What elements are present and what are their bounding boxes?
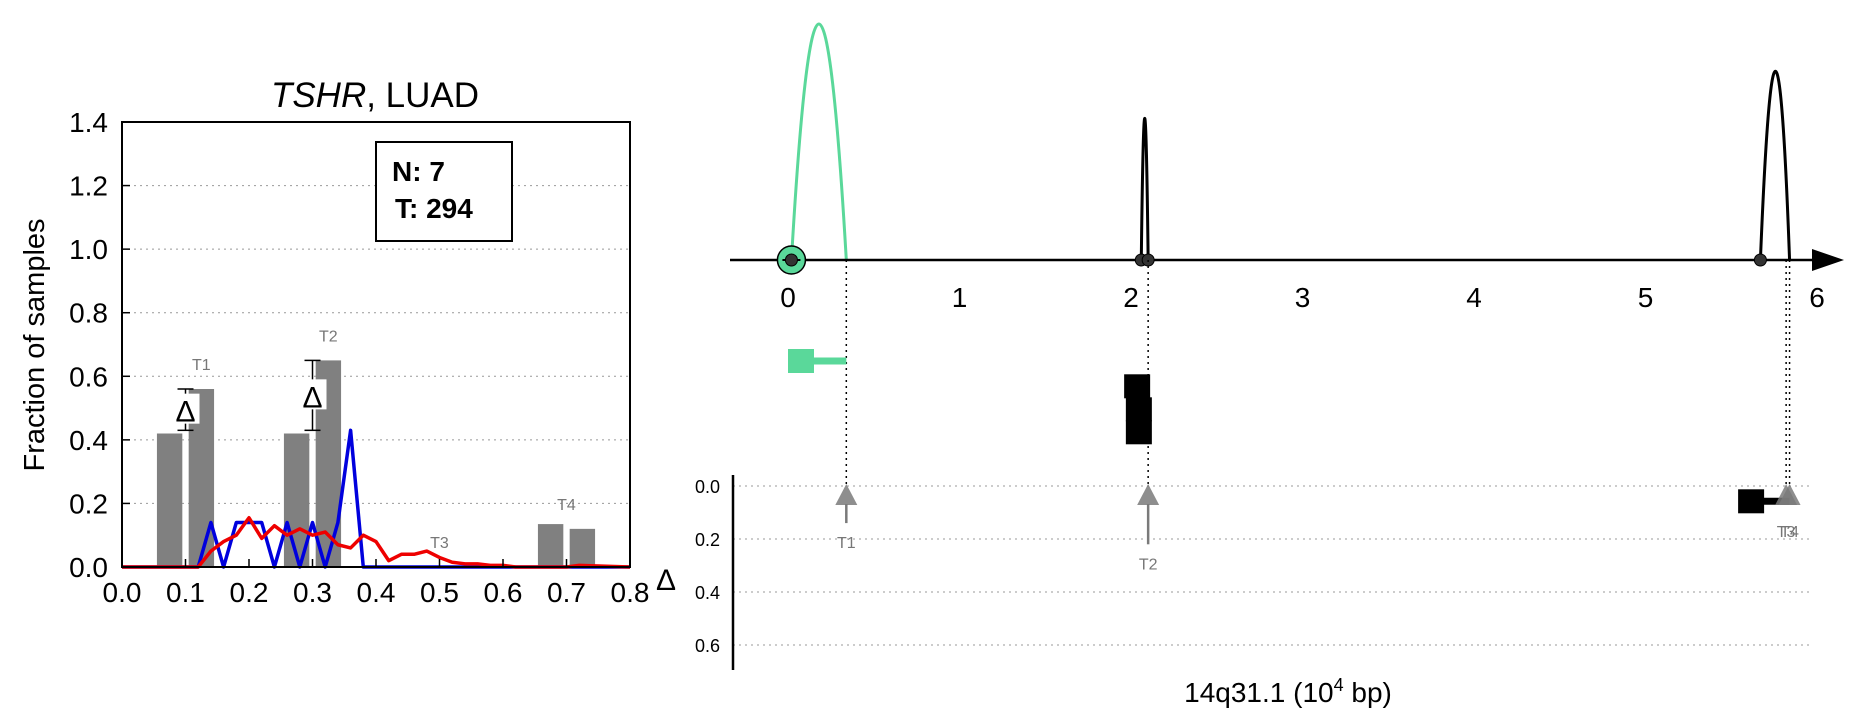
sample-count-frame xyxy=(375,141,513,242)
anchor-dot xyxy=(1753,253,1767,267)
y-tick-label: 1.2 xyxy=(69,171,108,202)
peak-guide-lines xyxy=(845,260,1791,486)
delta-tick-label: 0.0 xyxy=(695,477,720,497)
peak-label: T4 xyxy=(557,497,576,514)
y-tick-label: 0.2 xyxy=(69,488,108,519)
x-tick-label: 0.6 xyxy=(484,577,523,608)
x-tick-label: 0.0 xyxy=(103,577,142,608)
y-tick-label: 0.0 xyxy=(69,552,108,583)
y-tick-label: 0.6 xyxy=(69,361,108,392)
tumor-count: T: 294 xyxy=(395,193,473,224)
genomic-tick-label: 1 xyxy=(952,282,968,313)
gene-start-box xyxy=(1125,397,1152,422)
peak-label: T1 xyxy=(837,535,856,552)
peak-labels: T1 T2 T3 T4 xyxy=(192,328,576,552)
y-axis-label: Fraction of samples xyxy=(19,218,51,471)
locus-label-tail: bp) xyxy=(1344,677,1392,708)
peak-label: T1 xyxy=(192,357,211,374)
peak-triangle xyxy=(1137,484,1160,505)
histogram-bar xyxy=(156,433,183,567)
x-tick-label: 0.2 xyxy=(230,577,269,608)
delta-axis-label: Δ xyxy=(656,564,676,597)
interaction-arcs xyxy=(789,22,1792,261)
peak-label: T2 xyxy=(1139,556,1158,573)
bars xyxy=(156,360,596,567)
delta-tick-label: 0.2 xyxy=(695,530,720,550)
gene-start-box xyxy=(1124,374,1151,399)
histogram-bar xyxy=(537,524,564,567)
title-rest: , LUAD xyxy=(366,76,479,115)
interaction-arc xyxy=(1139,116,1150,261)
locus-axis-label: 14q31.1 (104 bp) xyxy=(1184,675,1392,708)
y-tick-label: 0.4 xyxy=(69,425,108,456)
gene-start-box xyxy=(1125,420,1152,445)
axis-arrowhead xyxy=(1812,249,1844,271)
y-tick-label: 1.4 xyxy=(69,107,108,138)
x-tick-label: 0.7 xyxy=(547,577,586,608)
x-tick-label: 0.1 xyxy=(166,577,205,608)
delta-symbol-bg xyxy=(171,393,200,424)
y-axis-ticks: 0.0 0.2 0.4 0.6 0.8 1.0 1.2 1.4 xyxy=(69,107,130,583)
gene-tracks xyxy=(788,349,1790,514)
genomic-tick-label: 3 xyxy=(1295,282,1311,313)
locus-label-exponent: 4 xyxy=(1334,675,1344,695)
peak-triangle xyxy=(1778,484,1801,505)
series-line xyxy=(122,428,630,569)
locus-label-main: 14q31.1 (10 xyxy=(1184,677,1333,708)
x-tick-label: 0.8 xyxy=(611,577,650,608)
peak-label: T3 xyxy=(430,535,449,552)
delta-symbol: Δ xyxy=(175,396,195,429)
anchor-dot xyxy=(784,253,798,267)
chart-title: TSHR, LUAD xyxy=(271,76,479,115)
delta-symbol: Δ xyxy=(302,381,322,414)
x-tick-label: 0.5 xyxy=(420,577,459,608)
genomic-tick-label: 5 xyxy=(1638,282,1654,313)
genomic-tick-label: 6 xyxy=(1809,282,1825,313)
genomic-tick-label: 0 xyxy=(780,282,796,313)
y-tick-label: 0.8 xyxy=(69,298,108,329)
delta-tick-label: 0.6 xyxy=(695,636,720,656)
normal-count: N: 7 xyxy=(392,156,445,187)
x-tick-label: 0.4 xyxy=(357,577,396,608)
y-tick-label: 1.0 xyxy=(69,234,108,265)
interaction-arc xyxy=(789,22,848,261)
delta-symbol-bg xyxy=(298,379,327,410)
genomic-axis-ticks: 0 1 2 3 4 5 6 xyxy=(780,282,1825,313)
genomic-tick-label: 2 xyxy=(1123,282,1139,313)
histogram-bar xyxy=(569,528,596,567)
gene-start-box xyxy=(788,349,814,373)
interaction-arc xyxy=(1758,70,1792,261)
gene-start-box xyxy=(1738,489,1765,514)
genomic-axis xyxy=(730,249,1844,271)
peak-label: T4 xyxy=(1780,524,1799,541)
x-axis-ticks: 0.0 0.1 0.2 0.3 0.4 0.5 0.6 0.7 0.8 xyxy=(103,559,650,608)
sample-count-box: N: 7 T: 294 xyxy=(375,141,513,242)
peak-triangle xyxy=(835,484,858,505)
anchor-dots xyxy=(776,245,1767,275)
delta-tick-label: 0.4 xyxy=(695,583,720,603)
x-tick-label: 0.3 xyxy=(293,577,332,608)
delta-gridlines: 0.0 0.2 0.4 0.6 xyxy=(695,477,1812,656)
title-gene: TSHR xyxy=(271,76,366,115)
genomic-tick-label: 4 xyxy=(1466,282,1482,313)
peak-label: T2 xyxy=(319,328,338,345)
peak-label: T3 xyxy=(1777,524,1796,541)
